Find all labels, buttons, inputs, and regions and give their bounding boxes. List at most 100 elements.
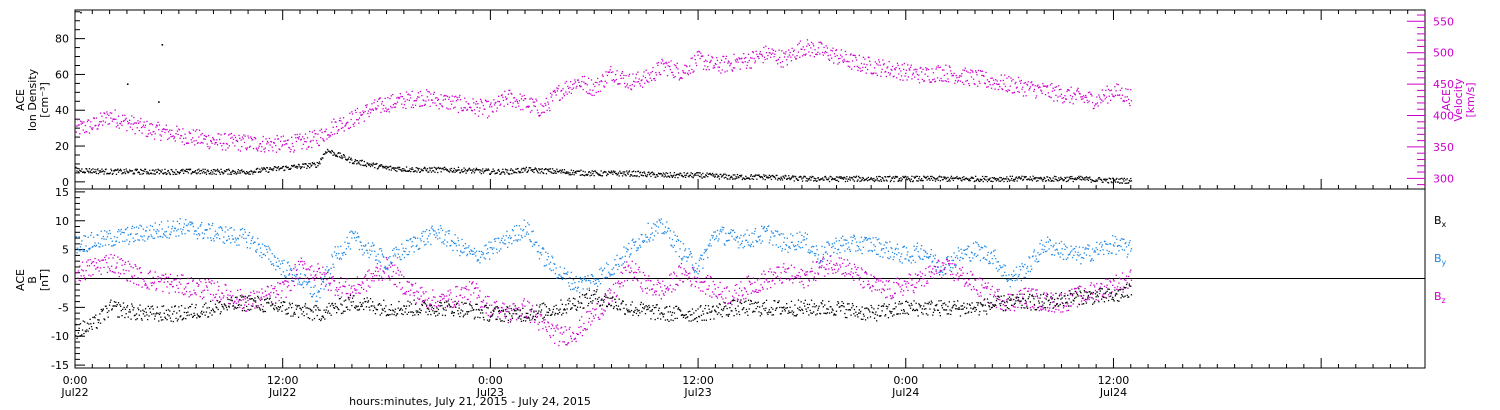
by-point — [1034, 260, 1036, 262]
density-point — [969, 180, 971, 182]
density-point — [424, 167, 426, 169]
velocity-point — [554, 91, 557, 93]
by-point — [878, 242, 881, 244]
density-point — [938, 176, 940, 178]
density-point — [922, 179, 924, 182]
density-point — [630, 174, 633, 176]
velocity-point — [1002, 79, 1004, 82]
density-point — [912, 180, 914, 182]
by-point — [742, 247, 744, 249]
velocity-point — [180, 135, 182, 137]
density-point — [964, 178, 966, 180]
by-point — [203, 237, 205, 239]
by-point — [382, 255, 384, 257]
density-point — [987, 178, 989, 180]
bz-point — [134, 264, 136, 266]
velocity-point — [424, 103, 426, 105]
velocity-point — [799, 40, 802, 42]
velocity-point — [788, 54, 791, 56]
velocity-point — [923, 80, 925, 82]
density-point — [876, 178, 878, 180]
by-point — [170, 231, 172, 233]
bz-point — [97, 266, 99, 268]
bz-point — [222, 297, 224, 299]
bz-point — [259, 299, 262, 301]
velocity-point — [1031, 81, 1033, 83]
by-point — [376, 263, 379, 265]
velocity-point — [1062, 102, 1064, 104]
by-point — [680, 240, 682, 243]
velocity-point — [623, 74, 625, 77]
density-point — [867, 180, 869, 182]
density-point — [1026, 178, 1029, 181]
velocity-point — [84, 131, 86, 134]
velocity-point — [656, 62, 658, 64]
by-point — [1053, 244, 1055, 246]
by-point — [1129, 240, 1131, 242]
density-point — [696, 172, 698, 174]
by-point — [93, 236, 95, 238]
velocity-point — [984, 82, 986, 84]
by-point — [138, 239, 140, 241]
velocity-tick-label: 500 — [1433, 47, 1454, 60]
by-point — [210, 237, 212, 239]
by-point — [614, 259, 616, 261]
density-point — [345, 159, 347, 161]
velocity-point — [799, 56, 801, 58]
density-point — [526, 171, 528, 173]
velocity-point — [327, 134, 329, 136]
density-point — [1006, 176, 1008, 178]
by-point — [97, 242, 100, 244]
by-point — [503, 243, 505, 245]
by-point — [468, 245, 470, 247]
density-point — [451, 171, 453, 173]
bz-point — [257, 305, 259, 307]
density-point — [794, 175, 796, 177]
velocity-point — [634, 81, 636, 83]
by-point — [486, 252, 488, 255]
density-point — [307, 165, 309, 168]
velocity-point — [729, 65, 731, 67]
velocity-point — [608, 71, 610, 73]
velocity-point — [205, 136, 208, 138]
density-point — [550, 171, 552, 173]
density-point — [734, 174, 736, 176]
density-point — [935, 178, 937, 180]
velocity-point — [408, 99, 410, 101]
bz-point — [264, 290, 266, 292]
by-point — [88, 248, 90, 250]
bz-point — [99, 267, 102, 269]
density-point — [649, 172, 651, 174]
density-point — [576, 170, 578, 172]
velocity-point — [696, 51, 698, 53]
by-point — [682, 257, 684, 259]
density-point — [374, 163, 377, 165]
by-point — [119, 230, 121, 232]
density-point — [324, 153, 326, 155]
velocity-point — [264, 151, 266, 153]
bz-point — [212, 299, 214, 301]
density-point — [287, 166, 289, 168]
by-point — [608, 273, 611, 275]
by-point — [853, 234, 855, 236]
by-point — [797, 244, 799, 246]
bz-point — [169, 273, 172, 276]
by-point — [303, 280, 305, 282]
by-point — [868, 237, 870, 240]
by-point — [448, 230, 451, 232]
bz-point — [81, 261, 84, 263]
by-point — [362, 254, 364, 256]
by-point — [1084, 248, 1086, 250]
by-point — [925, 256, 928, 258]
density-point — [720, 176, 723, 178]
by-point — [534, 241, 536, 243]
velocity-point — [595, 91, 597, 94]
bz-point — [96, 267, 98, 269]
bz-point — [270, 291, 272, 294]
by-point — [749, 244, 751, 247]
velocity-point — [1072, 103, 1074, 105]
by-point — [1120, 245, 1122, 248]
velocity-point — [1029, 87, 1031, 90]
by-point — [424, 230, 426, 233]
velocity-point — [361, 113, 363, 116]
